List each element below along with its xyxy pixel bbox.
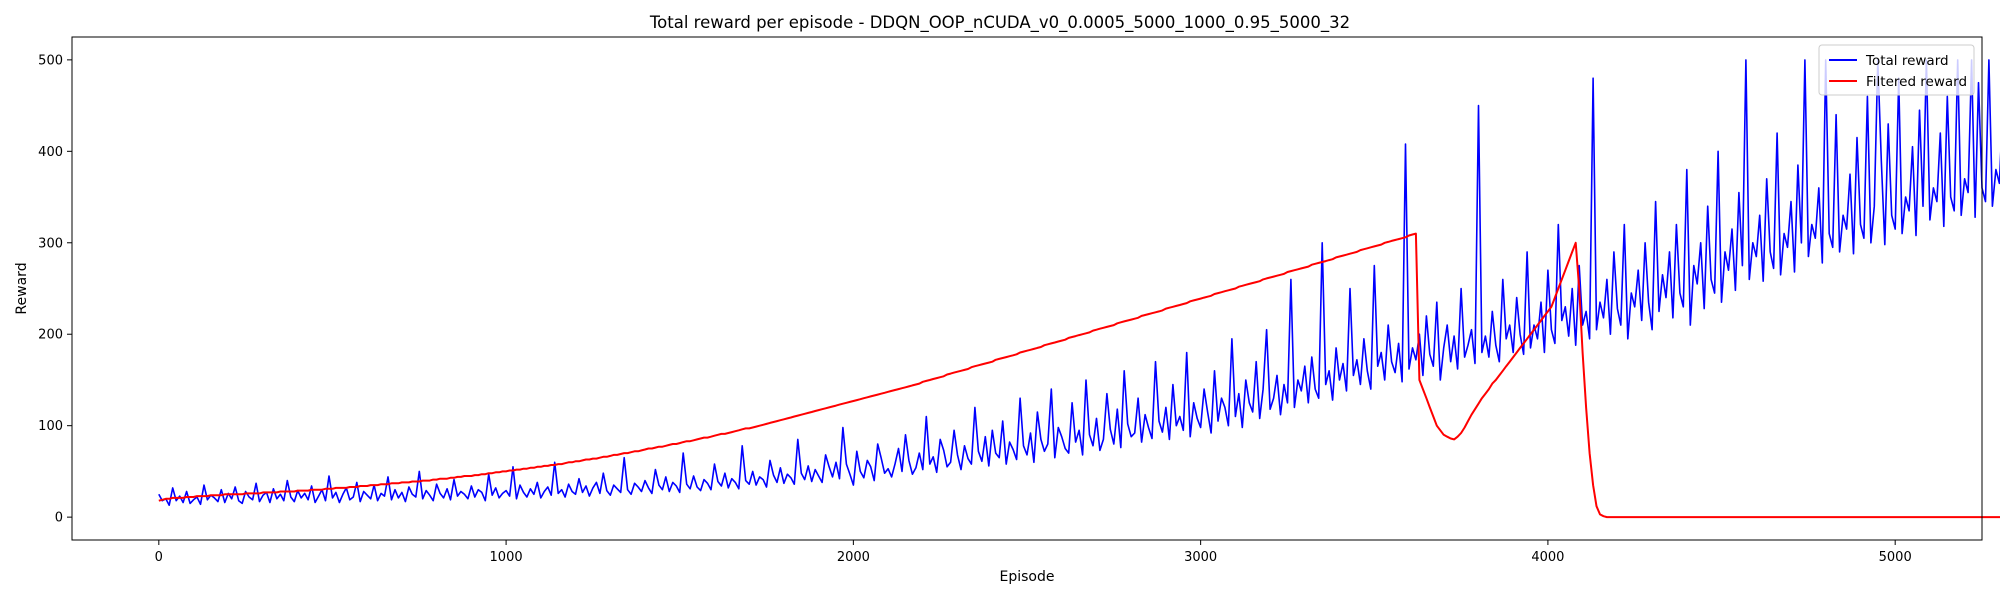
legend-box: [1818, 44, 1975, 96]
chart-title: Total reward per episode - DDQN_OOP_nCUD…: [649, 13, 1350, 33]
plot-frame: [71, 36, 1983, 541]
legend-label-total-reward: Total reward: [1865, 53, 1949, 69]
y-tick-label: 500: [38, 53, 63, 68]
x-tick-label: 4000: [1531, 550, 1564, 565]
x-tick-label: 3000: [1184, 550, 1217, 565]
series-layer: [158, 59, 2000, 519]
x-tick-label: 1000: [490, 550, 523, 565]
legend: Total reward Filtered reward: [1818, 44, 1975, 96]
y-tick-label: 200: [38, 328, 63, 343]
y-tick-label: 100: [38, 419, 63, 434]
plot-area: 0 1000 2000 3000 4000 5000 0 100 200 300 400 500: [38, 36, 2000, 565]
x-tick-label: 0: [155, 550, 163, 565]
y-tick-label: 0: [55, 511, 63, 526]
series-line-filtered-reward: [158, 232, 2000, 519]
x-tick-label: 5000: [1879, 550, 1912, 565]
y-axis: 0 100 200 300 400 500: [38, 53, 72, 526]
x-axis: 0 1000 2000 3000 4000 5000: [155, 540, 1912, 565]
x-axis-label: Episode: [1000, 569, 1055, 585]
legend-label-filtered-reward: Filtered reward: [1866, 74, 1967, 90]
x-tick-label: 2000: [837, 550, 870, 565]
y-tick-label: 400: [38, 145, 63, 160]
y-axis-label: Reward: [14, 262, 30, 314]
series-line-total-reward: [158, 59, 2000, 506]
y-tick-label: 300: [38, 236, 63, 251]
